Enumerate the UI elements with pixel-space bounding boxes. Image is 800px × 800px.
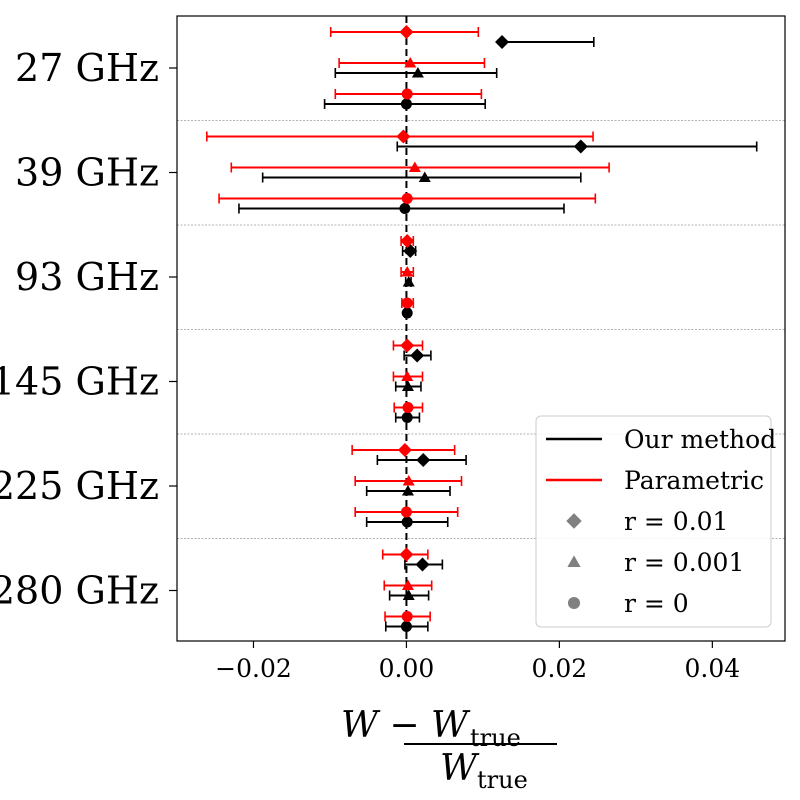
data-point-diamond bbox=[416, 453, 431, 467]
series-group bbox=[206, 25, 758, 632]
data-point-circle bbox=[401, 88, 413, 100]
data-point-triangle bbox=[401, 579, 414, 590]
series-parametric-r-0 bbox=[218, 88, 597, 622]
y-axis: 27 GHz 39 GHz 93 GHz 145 GHz 225 GHz 280 GHz bbox=[0, 46, 177, 613]
series-parametric-r-0p001 bbox=[230, 57, 610, 591]
data-point-circle bbox=[401, 297, 413, 309]
data-point-diamond bbox=[415, 557, 430, 572]
legend-label: Parametric bbox=[624, 466, 764, 495]
legend-label: r = 0.001 bbox=[624, 548, 744, 577]
data-point-circle bbox=[400, 621, 412, 632]
legend-label: r = 0.01 bbox=[624, 507, 728, 536]
y-tick-label: 93 GHz bbox=[15, 255, 159, 299]
legend-marker-diamond bbox=[566, 513, 582, 529]
data-point-triangle bbox=[402, 276, 415, 287]
x-label-denominator-subscript: true bbox=[477, 766, 528, 794]
y-tick-label: 145 GHz bbox=[0, 360, 159, 404]
plot-frame bbox=[176, 15, 786, 642]
x-tick-label: 0.04 bbox=[685, 654, 741, 683]
data-point-triangle bbox=[401, 485, 414, 496]
data-point-circle bbox=[401, 193, 413, 204]
x-tick-label: −0.02 bbox=[215, 654, 292, 683]
x-axis: −0.02 0.00 0.02 0.04 bbox=[215, 641, 740, 683]
data-point-circle bbox=[401, 516, 413, 528]
data-point-diamond bbox=[397, 443, 412, 457]
series-our-method-r-0p01 bbox=[376, 35, 758, 572]
legend-label: r = 0 bbox=[624, 589, 689, 618]
data-point-diamond bbox=[573, 139, 588, 154]
data-point-diamond bbox=[399, 25, 414, 39]
x-tick-label: 0.00 bbox=[379, 654, 435, 683]
series-our-method-r-0p001 bbox=[261, 67, 582, 601]
data-point-triangle bbox=[402, 475, 415, 486]
data-point-triangle bbox=[408, 161, 421, 172]
data-point-triangle bbox=[401, 370, 414, 381]
data-point-triangle bbox=[418, 171, 431, 182]
legend-box bbox=[535, 415, 772, 628]
legend-marker-triangle bbox=[567, 555, 581, 567]
data-point-triangle bbox=[401, 380, 414, 391]
legend-label: Our method bbox=[624, 425, 776, 454]
data-point-circle bbox=[399, 203, 411, 214]
data-point-diamond bbox=[399, 547, 414, 562]
x-axis-label: W − W true W true bbox=[341, 705, 557, 794]
y-tick-label: 225 GHz bbox=[0, 464, 159, 508]
y-tick-label: 280 GHz bbox=[0, 569, 159, 613]
x-label-numerator: W − W bbox=[341, 705, 471, 746]
y-tick-label: 39 GHz bbox=[15, 151, 159, 195]
data-point-diamond bbox=[396, 129, 411, 144]
data-point-diamond bbox=[400, 234, 415, 248]
data-point-circle bbox=[402, 402, 414, 413]
data-point-triangle bbox=[404, 57, 417, 68]
data-point-circle bbox=[400, 506, 412, 518]
legend: Our method Parametric r = 0.01 r = 0.001 r =… bbox=[535, 415, 776, 628]
data-point-triangle bbox=[411, 67, 424, 78]
data-point-diamond bbox=[495, 35, 510, 49]
data-point-diamond bbox=[400, 338, 415, 353]
data-point-circle bbox=[400, 98, 412, 110]
data-point-diamond bbox=[410, 348, 425, 363]
series-our-method-r-0 bbox=[238, 98, 565, 632]
x-label-numerator-subscript: true bbox=[470, 724, 521, 752]
y-tick-label: 27 GHz bbox=[15, 46, 159, 90]
legend-marker-circle bbox=[567, 596, 581, 610]
data-point-circle bbox=[401, 611, 413, 622]
data-point-triangle bbox=[401, 266, 414, 277]
series-parametric-r-0p01 bbox=[206, 25, 594, 562]
data-point-circle bbox=[401, 307, 413, 319]
x-tick-label: 0.02 bbox=[532, 654, 588, 683]
data-point-circle bbox=[401, 412, 413, 423]
x-label-denominator: W bbox=[440, 748, 480, 789]
data-point-triangle bbox=[402, 589, 415, 600]
